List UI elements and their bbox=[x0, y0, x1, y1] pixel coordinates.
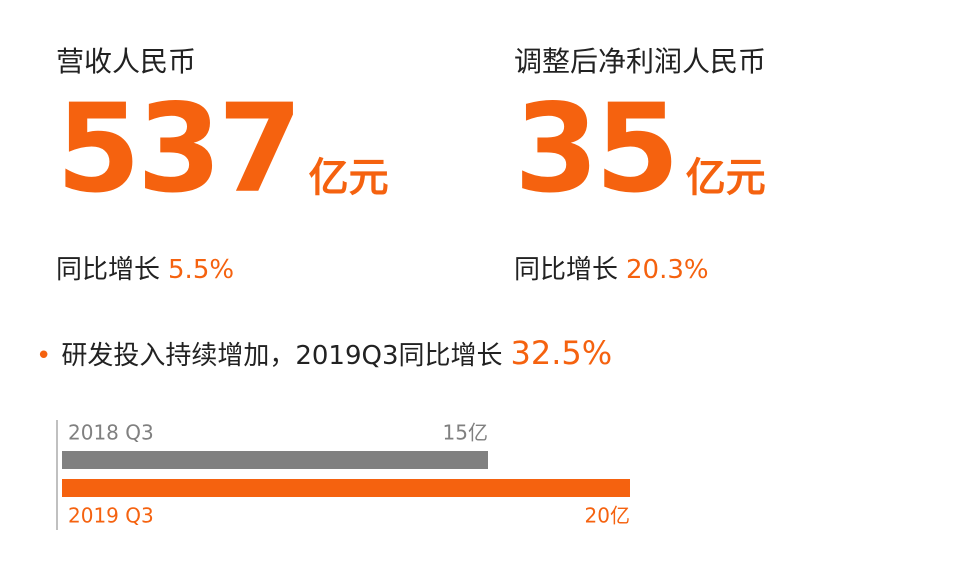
kpi-value: 537 bbox=[56, 78, 303, 220]
kpi-unit: 亿元 bbox=[685, 155, 766, 201]
rd-highlight: 32.5% bbox=[510, 334, 613, 372]
bar-label: 2019 Q3 bbox=[68, 504, 154, 528]
kpi-value-row: 537 亿元 bbox=[56, 84, 389, 243]
growth-label: 同比增长 bbox=[56, 255, 161, 285]
rd-line: • 研发投入持续增加，2019Q3同比增长 32.5% bbox=[36, 334, 612, 372]
bar-value-label: 20亿 bbox=[585, 504, 630, 528]
kpi-unit: 亿元 bbox=[308, 155, 389, 201]
rd-text: 研发投入持续增加，2019Q3同比增长 bbox=[61, 341, 503, 371]
kpi-value: 35 bbox=[514, 78, 680, 220]
growth-value: 20.3% bbox=[626, 255, 709, 285]
kpi-growth-row: 同比增长 20.3% bbox=[514, 249, 766, 286]
revenue-kpi: 营收人民币 537 亿元 同比增长 5.5% bbox=[56, 40, 389, 286]
growth-value: 5.5% bbox=[168, 255, 235, 285]
kpi-value-row: 35 亿元 bbox=[514, 84, 766, 243]
bar-value-label: 15亿 bbox=[443, 421, 488, 445]
profit-kpi: 调整后净利润人民币 35 亿元 同比增长 20.3% bbox=[514, 40, 766, 286]
bullet: • bbox=[36, 341, 52, 371]
bar bbox=[62, 479, 630, 497]
kpi-title: 调整后净利润人民币 bbox=[514, 45, 767, 78]
kpi-title: 营收人民币 bbox=[56, 45, 197, 78]
growth-label: 同比增长 bbox=[514, 255, 619, 285]
bar bbox=[62, 451, 488, 469]
kpi-growth-row: 同比增长 5.5% bbox=[56, 249, 389, 286]
bar-label: 2018 Q3 bbox=[68, 421, 154, 445]
